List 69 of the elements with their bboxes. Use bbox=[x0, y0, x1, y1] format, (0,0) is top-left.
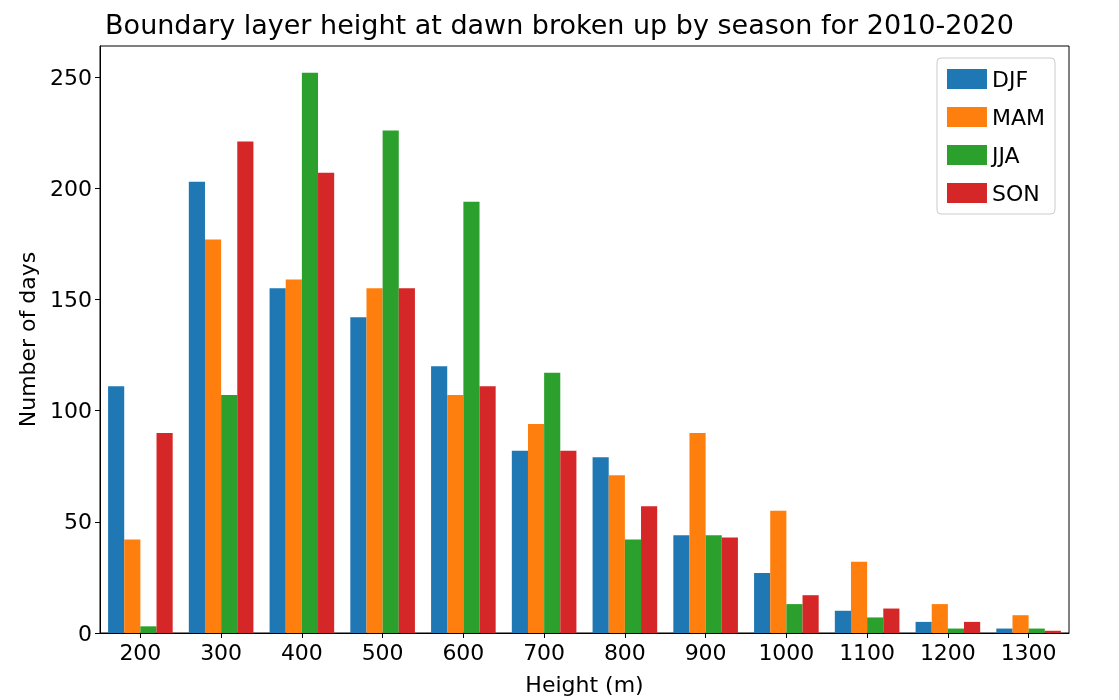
bar bbox=[156, 432, 173, 633]
bar bbox=[479, 386, 496, 633]
x-tick-label: 1200 bbox=[919, 639, 976, 665]
y-tick-label: 0 bbox=[78, 620, 92, 646]
bar bbox=[834, 610, 851, 633]
legend-label: SON bbox=[991, 180, 1040, 206]
bar bbox=[850, 561, 868, 633]
x-tick-label: 1300 bbox=[1000, 639, 1057, 665]
bar bbox=[721, 537, 738, 633]
bar bbox=[608, 475, 625, 633]
bar bbox=[964, 621, 981, 633]
bar bbox=[527, 423, 545, 633]
legend-label: DJF bbox=[991, 66, 1029, 92]
bar bbox=[705, 535, 722, 633]
chart-title: Boundary layer height at dawn broken up by season for 2010-2020 bbox=[105, 9, 1014, 40]
bar bbox=[511, 450, 528, 633]
x-tick-label: 500 bbox=[361, 639, 404, 665]
y-tick-label: 150 bbox=[50, 286, 92, 312]
bar bbox=[269, 288, 286, 633]
bar bbox=[108, 386, 125, 633]
bar bbox=[382, 130, 399, 633]
bar bbox=[221, 395, 238, 633]
bar bbox=[915, 621, 932, 633]
x-tick-label: 800 bbox=[603, 639, 646, 665]
bar bbox=[673, 535, 690, 633]
bar bbox=[188, 181, 205, 633]
x-tick-label: 900 bbox=[684, 639, 727, 665]
bar bbox=[366, 288, 383, 633]
y-tick-label: 200 bbox=[50, 175, 92, 201]
bar bbox=[237, 141, 254, 633]
bar bbox=[204, 239, 222, 633]
bar bbox=[592, 457, 609, 633]
bar bbox=[560, 450, 577, 633]
bar bbox=[867, 617, 884, 633]
x-tick-label: 600 bbox=[442, 639, 485, 665]
bar bbox=[931, 604, 948, 633]
bar bbox=[689, 432, 706, 633]
legend-label: JJA bbox=[989, 142, 1020, 168]
bar bbox=[754, 572, 771, 633]
bar bbox=[624, 539, 642, 633]
bar bbox=[431, 366, 448, 633]
bar bbox=[802, 595, 819, 633]
y-tick-label: 100 bbox=[50, 398, 92, 424]
x-tick-label: 1000 bbox=[758, 639, 815, 665]
legend-label: MAM bbox=[991, 104, 1045, 130]
bar bbox=[544, 372, 561, 633]
bar bbox=[398, 288, 415, 633]
bar bbox=[641, 506, 658, 633]
bar bbox=[770, 510, 787, 633]
bar bbox=[463, 201, 480, 633]
x-axis-title: Height (m) bbox=[525, 671, 644, 697]
bar bbox=[786, 604, 803, 633]
bar bbox=[883, 608, 900, 633]
y-tick-label: 50 bbox=[64, 509, 92, 535]
x-tick-label: 700 bbox=[523, 639, 566, 665]
bar bbox=[447, 395, 464, 633]
bar bbox=[350, 317, 367, 633]
x-tick-label: 200 bbox=[119, 639, 162, 665]
bar bbox=[301, 72, 319, 633]
bar bbox=[140, 626, 157, 633]
bar bbox=[285, 279, 302, 633]
y-axis-title: Number of days bbox=[14, 251, 40, 428]
bar bbox=[1012, 615, 1029, 633]
x-tick-label: 400 bbox=[280, 639, 323, 665]
x-tick-label: 300 bbox=[200, 639, 243, 665]
bar bbox=[124, 539, 141, 633]
y-tick-label: 250 bbox=[50, 64, 92, 90]
x-tick-label: 1100 bbox=[839, 639, 896, 665]
bar bbox=[318, 172, 335, 633]
